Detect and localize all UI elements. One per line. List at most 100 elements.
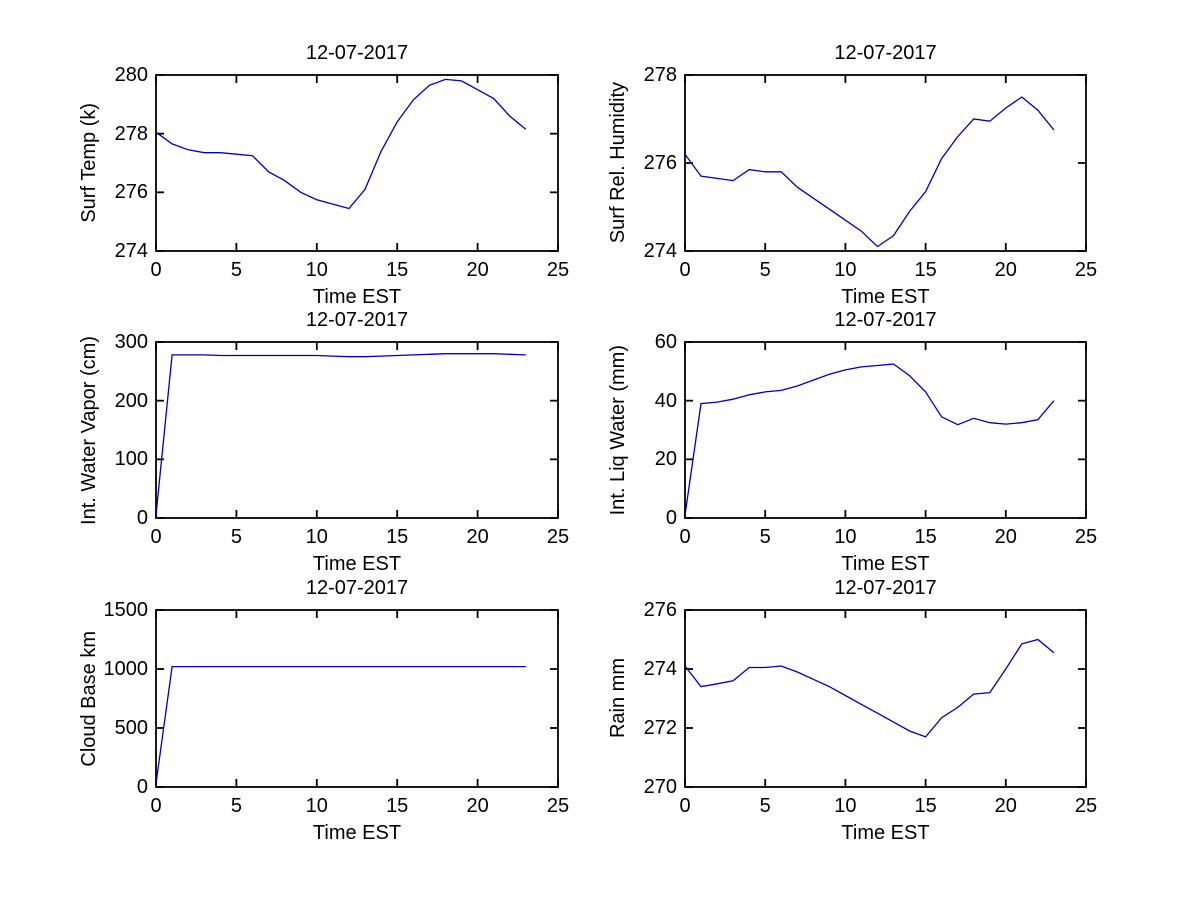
x-tick-label: 5 — [759, 795, 771, 817]
x-tick-label: 5 — [759, 259, 771, 281]
y-axis-label: Surf Temp (k) — [76, 75, 102, 251]
x-tick-label: 25 — [546, 795, 570, 817]
x-tick-label: 10 — [834, 259, 857, 281]
data-line — [155, 353, 526, 516]
y-tick-label: 200 — [114, 389, 148, 412]
x-axis-label: Time EST — [841, 822, 930, 844]
x-tick-label: 25 — [1074, 526, 1098, 548]
plot-area — [155, 341, 559, 519]
y-tick-label: 300 — [114, 331, 148, 353]
y-axis-label-text: Cloud Base km — [77, 630, 100, 767]
y-tick-label: 274 — [643, 658, 677, 680]
y-axis-label: Cloud Base km — [76, 610, 102, 787]
plot-area — [684, 341, 1087, 519]
plot-area — [155, 609, 559, 788]
x-tick-label: 5 — [230, 259, 242, 281]
plot-title: 12-07-2017 — [305, 309, 409, 331]
y-axis-label: Int. Liq Water (mm) — [605, 342, 631, 518]
y-tick-label: 0 — [136, 507, 148, 529]
x-tick-label: 20 — [994, 795, 1017, 817]
x-tick-label: 25 — [1074, 795, 1098, 817]
plot-title: 12-07-2017 — [834, 577, 937, 599]
x-tick-label: 10 — [305, 526, 328, 548]
plot-title: 12-07-2017 — [834, 309, 937, 331]
x-axis-label: Time EST — [841, 553, 930, 575]
x-tick-label: 20 — [994, 259, 1017, 281]
plot-area — [684, 74, 1087, 252]
y-tick-label: 1000 — [103, 658, 149, 680]
y-axis-label-text: Int. Liq Water (mm) — [606, 344, 629, 516]
y-axis-label: Rain mm — [605, 610, 631, 787]
y-tick-label: 500 — [114, 717, 148, 739]
x-tick-label: 10 — [834, 795, 857, 817]
y-tick-label: 276 — [114, 181, 148, 204]
y-tick-label: 0 — [665, 507, 677, 529]
x-tick-label: 15 — [914, 259, 937, 281]
y-tick-label: 0 — [136, 776, 148, 798]
x-tick-label: 20 — [994, 526, 1017, 548]
x-tick-label: 15 — [914, 526, 937, 548]
y-axis-label-text: Int. Water Vapor (cm) — [77, 335, 100, 525]
axes-box — [684, 609, 1087, 788]
subplot-cloud-base: 12-07-2017 Cloud Base km Time EST 0 500 1000 1… — [21, 552, 613, 887]
x-tick-label: 25 — [1074, 259, 1098, 281]
x-tick-label: 10 — [834, 526, 857, 548]
y-tick-label: 272 — [643, 717, 677, 739]
plot-title: 12-07-2017 — [834, 42, 937, 64]
data-line — [684, 96, 1055, 248]
y-tick-label: 278 — [643, 64, 677, 86]
axes-box — [155, 341, 559, 519]
x-axis-label: Time EST — [312, 553, 402, 575]
y-tick-label: 40 — [654, 389, 677, 412]
subplot-int-liq-water: 12-07-2017 Int. Liq Water (mm) Time EST 0 20… — [550, 284, 1141, 618]
y-tick-label: 278 — [114, 122, 148, 145]
x-tick-label: 10 — [305, 795, 328, 817]
subplot-int-water-vapor: 12-07-2017 Int. Water Vapor (cm) Time EST 0… — [21, 284, 613, 618]
x-tick-label: 0 — [150, 526, 162, 548]
axes-box — [155, 609, 559, 788]
x-axis-label: Time EST — [312, 822, 402, 844]
y-tick-label: 20 — [654, 448, 677, 471]
data-line — [155, 665, 526, 784]
x-tick-label: 25 — [546, 259, 570, 281]
y-tick-label: 1500 — [103, 599, 149, 621]
x-tick-label: 0 — [679, 795, 691, 817]
x-tick-label: 20 — [466, 526, 489, 548]
x-tick-label: 0 — [150, 259, 162, 281]
x-tick-label: 10 — [305, 259, 328, 281]
y-axis-label: Int. Water Vapor (cm) — [76, 336, 102, 525]
y-tick-label: 276 — [643, 152, 677, 174]
axes-box — [684, 341, 1087, 519]
x-tick-label: 15 — [386, 526, 409, 548]
plot-area — [155, 74, 559, 252]
x-axis-label: Time EST — [312, 286, 402, 308]
plot-title: 12-07-2017 — [305, 42, 409, 64]
x-tick-label: 15 — [386, 795, 409, 817]
x-axis-label: Time EST — [841, 286, 930, 308]
plot-area — [684, 609, 1087, 788]
x-tick-label: 20 — [466, 259, 489, 281]
data-line — [684, 638, 1055, 738]
y-tick-label: 274 — [643, 240, 677, 262]
subplot-surf-temp: 12-07-2017 Surf Temp (k) Time EST 274 276 278… — [21, 17, 613, 351]
x-tick-label: 5 — [230, 526, 242, 548]
x-tick-label: 0 — [150, 795, 162, 817]
y-tick-label: 100 — [114, 448, 148, 471]
x-tick-label: 15 — [914, 795, 937, 817]
x-tick-label: 15 — [386, 259, 409, 281]
x-tick-label: 5 — [759, 526, 771, 548]
x-tick-label: 0 — [679, 526, 691, 548]
y-tick-label: 270 — [643, 776, 677, 798]
x-tick-label: 25 — [546, 526, 570, 548]
subplot-surf-rel-humidity: 12-07-2017 Surf Rel. Humidity Time EST 274 2… — [550, 17, 1141, 351]
subplot-rain: 12-07-2017 Rain mm Time EST 270 272 274 276 0 5 1… — [550, 552, 1141, 887]
axes-box — [155, 74, 559, 252]
data-line — [684, 363, 1055, 516]
x-tick-label: 20 — [466, 795, 489, 817]
y-tick-label: 280 — [114, 64, 148, 86]
axes-box — [684, 74, 1087, 252]
x-tick-label: 5 — [230, 795, 242, 817]
plot-title: 12-07-2017 — [305, 577, 409, 599]
y-tick-label: 274 — [114, 240, 148, 262]
